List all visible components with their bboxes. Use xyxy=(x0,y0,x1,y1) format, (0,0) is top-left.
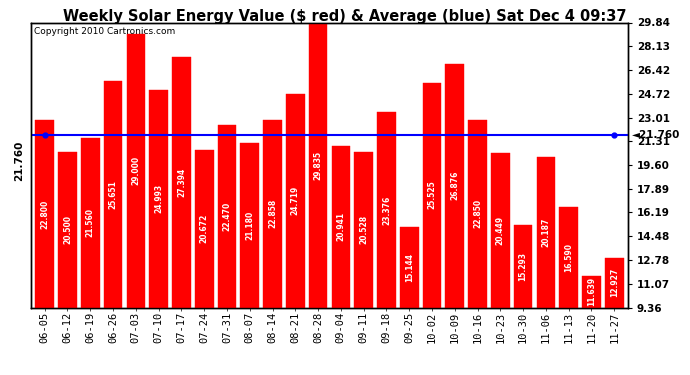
Bar xyxy=(400,227,419,308)
Bar xyxy=(58,153,77,308)
Bar xyxy=(149,90,168,308)
Bar xyxy=(172,57,190,308)
Text: Weekly Solar Energy Value ($ red) & Average (blue) Sat Dec 4 09:37: Weekly Solar Energy Value ($ red) & Aver… xyxy=(63,9,627,24)
Bar xyxy=(263,120,282,308)
Bar xyxy=(195,150,213,308)
Bar xyxy=(104,81,122,308)
Bar xyxy=(560,207,578,308)
Text: 24.993: 24.993 xyxy=(154,184,163,213)
Text: 25.525: 25.525 xyxy=(428,181,437,209)
Bar xyxy=(446,64,464,308)
Bar xyxy=(35,120,54,308)
Text: 12.927: 12.927 xyxy=(610,268,619,297)
Text: 16.590: 16.590 xyxy=(564,243,573,272)
Text: 22.800: 22.800 xyxy=(40,200,49,229)
Bar xyxy=(126,34,145,308)
Bar xyxy=(217,125,236,308)
Text: 27.394: 27.394 xyxy=(177,167,186,196)
Text: 21.180: 21.180 xyxy=(245,211,254,240)
Text: ◄21.760: ◄21.760 xyxy=(632,130,680,140)
Text: 21.760: 21.760 xyxy=(14,141,24,182)
Text: 20.672: 20.672 xyxy=(199,214,208,243)
Text: Copyright 2010 Cartronics.com: Copyright 2010 Cartronics.com xyxy=(34,27,175,36)
Text: 23.376: 23.376 xyxy=(382,195,391,225)
Text: 20.500: 20.500 xyxy=(63,216,72,244)
Bar xyxy=(582,276,601,308)
Bar xyxy=(354,152,373,308)
Text: 29.835: 29.835 xyxy=(313,150,323,180)
Text: 20.941: 20.941 xyxy=(336,212,346,242)
Text: 21.560: 21.560 xyxy=(86,208,95,237)
Bar xyxy=(469,120,487,308)
Text: 22.850: 22.850 xyxy=(473,199,482,228)
Text: 20.187: 20.187 xyxy=(542,217,551,247)
Text: 22.858: 22.858 xyxy=(268,199,277,228)
Text: 29.000: 29.000 xyxy=(131,156,140,185)
Bar xyxy=(331,146,351,308)
Text: 22.470: 22.470 xyxy=(222,202,231,231)
Bar xyxy=(514,225,533,308)
Bar xyxy=(537,157,555,308)
Text: 11.639: 11.639 xyxy=(587,277,596,306)
Bar xyxy=(377,112,396,308)
Text: 15.144: 15.144 xyxy=(405,253,414,282)
Bar xyxy=(423,82,442,308)
Text: 15.293: 15.293 xyxy=(519,252,528,281)
Bar xyxy=(491,153,510,308)
Bar xyxy=(240,143,259,308)
Text: 20.449: 20.449 xyxy=(496,216,505,245)
Text: 24.719: 24.719 xyxy=(290,186,299,215)
Bar xyxy=(605,258,624,308)
Text: 20.528: 20.528 xyxy=(359,215,368,244)
Bar xyxy=(286,94,305,308)
Text: 25.651: 25.651 xyxy=(108,180,117,209)
Bar xyxy=(308,22,328,308)
Bar xyxy=(81,138,99,308)
Text: 26.876: 26.876 xyxy=(451,171,460,200)
